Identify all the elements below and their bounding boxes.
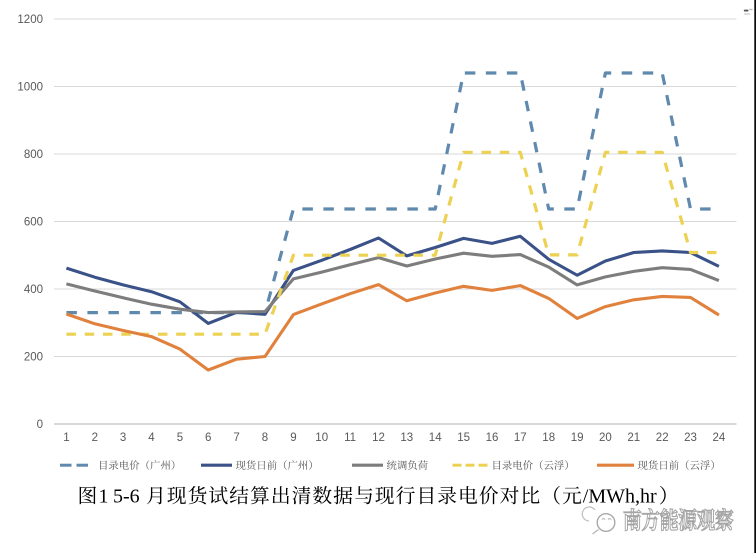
svg-text:14: 14	[429, 432, 442, 444]
svg-text:400: 400	[24, 284, 43, 296]
svg-text:4: 4	[148, 432, 155, 444]
svg-text:7: 7	[233, 432, 239, 444]
svg-text:800: 800	[24, 149, 43, 161]
svg-text:23: 23	[684, 432, 697, 444]
svg-text:/MWh,hr: /MWh,hr	[583, 486, 657, 508]
svg-text:16: 16	[486, 432, 499, 444]
svg-text:1000: 1000	[17, 82, 43, 94]
svg-text:0: 0	[37, 419, 43, 431]
svg-text:5-6: 5-6	[113, 486, 140, 508]
svg-text:17: 17	[514, 432, 527, 444]
svg-text:1: 1	[99, 486, 109, 508]
svg-text:1: 1	[63, 432, 69, 444]
svg-text:200: 200	[24, 352, 43, 364]
svg-text:22: 22	[656, 432, 669, 444]
svg-text:11: 11	[344, 432, 356, 444]
svg-text:20: 20	[599, 432, 612, 444]
svg-text:600: 600	[24, 217, 43, 229]
svg-text:6: 6	[205, 432, 211, 444]
svg-text:9: 9	[290, 432, 296, 444]
svg-text:21: 21	[627, 432, 640, 444]
svg-text:19: 19	[571, 432, 584, 444]
svg-text:2: 2	[92, 432, 98, 444]
svg-text:24: 24	[713, 432, 726, 444]
svg-text:10: 10	[315, 432, 328, 444]
svg-text:13: 13	[400, 432, 413, 444]
svg-text:12: 12	[372, 432, 385, 444]
svg-text:15: 15	[457, 432, 470, 444]
svg-text:1200: 1200	[17, 14, 43, 26]
svg-text:18: 18	[542, 432, 555, 444]
svg-text:3: 3	[120, 432, 126, 444]
svg-text:5: 5	[177, 432, 183, 444]
svg-text:8: 8	[262, 432, 268, 444]
